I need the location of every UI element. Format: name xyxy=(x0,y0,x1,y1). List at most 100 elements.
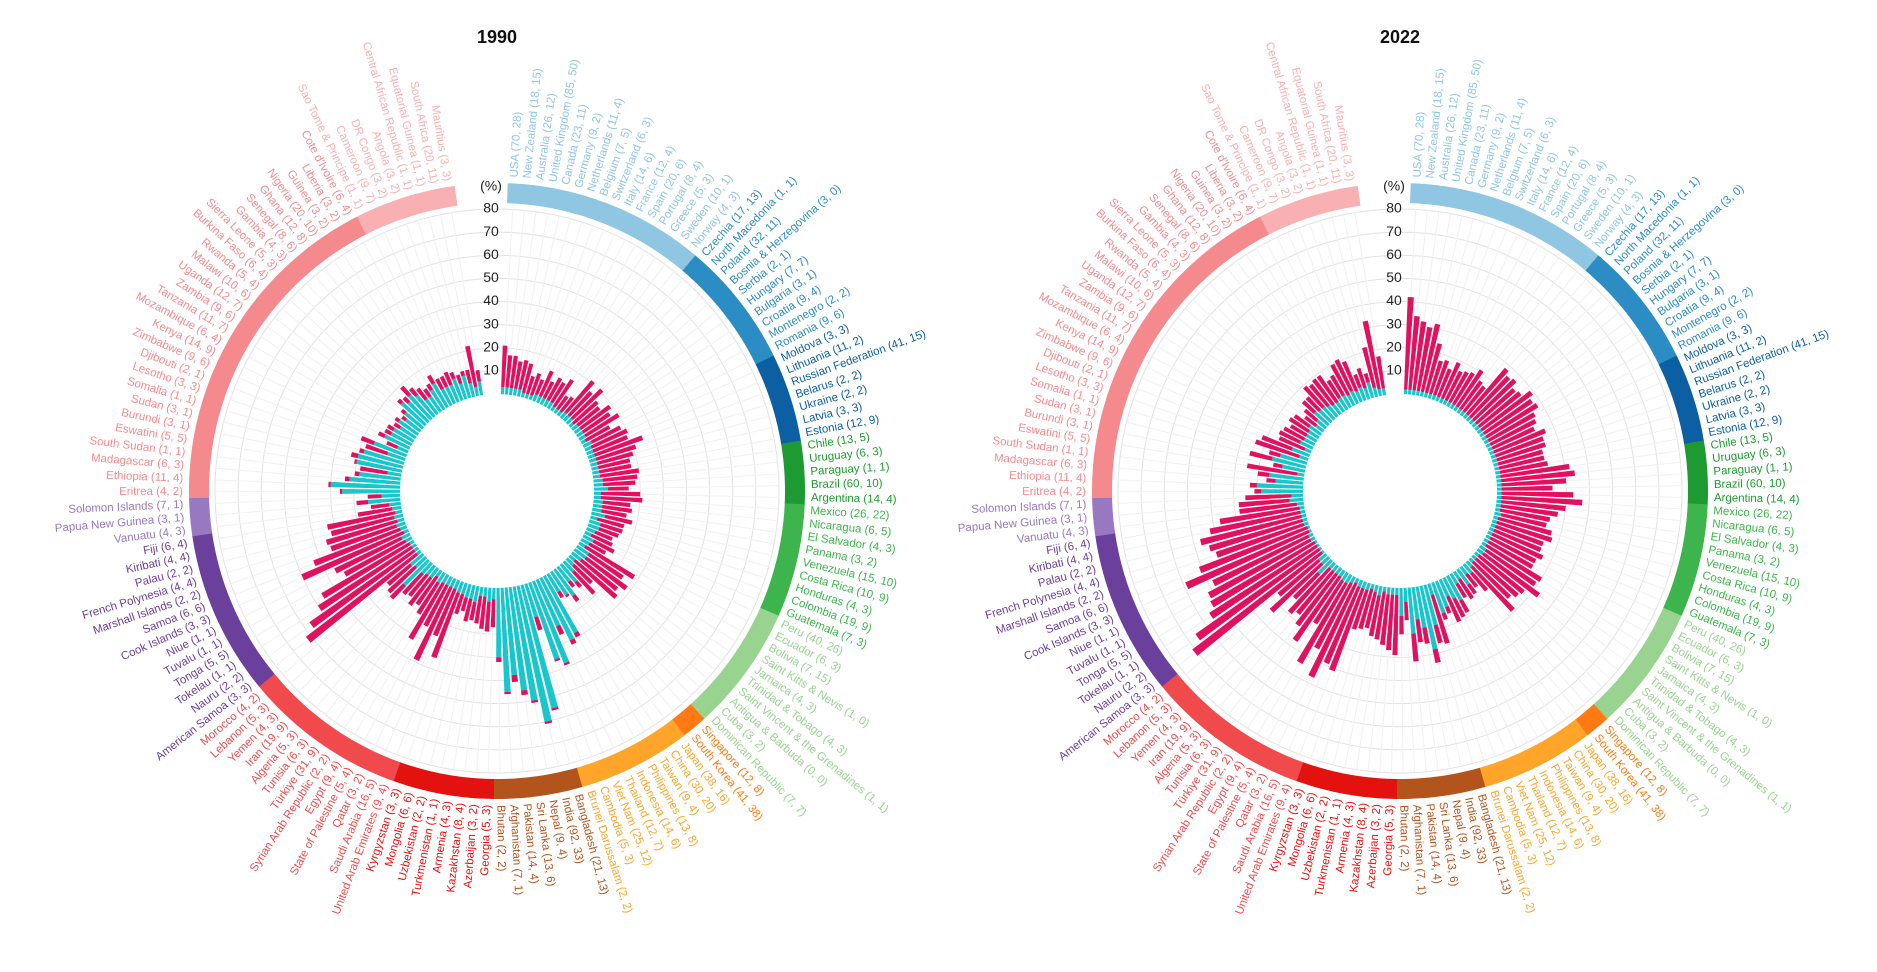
region-ring xyxy=(1095,532,1118,550)
bar-segment xyxy=(504,691,511,695)
bar-segment xyxy=(1496,442,1546,462)
bar-segment xyxy=(399,525,408,531)
bar-segment xyxy=(598,463,632,474)
region-ring xyxy=(1432,775,1448,798)
bar-segment xyxy=(1289,424,1308,437)
bar-segment xyxy=(1381,388,1387,396)
bar-segment xyxy=(1501,485,1553,491)
region-ring xyxy=(1383,778,1398,799)
bar-segment xyxy=(465,369,472,384)
bar-segment xyxy=(1215,522,1305,558)
region-ring xyxy=(1153,296,1177,319)
bar-segment xyxy=(567,390,593,417)
bar-segment xyxy=(1435,396,1440,402)
bar-segment xyxy=(432,587,457,637)
bar-segment xyxy=(584,425,611,443)
region-ring xyxy=(192,433,214,450)
bar-segment xyxy=(1483,537,1489,543)
bar-segment xyxy=(1332,564,1340,572)
bar-segment xyxy=(1459,380,1483,411)
region-ring xyxy=(1525,213,1547,238)
region-ring xyxy=(194,544,217,562)
bar-segment xyxy=(1299,440,1314,450)
bar-segment xyxy=(576,430,584,438)
radial-guide xyxy=(281,308,424,429)
bar-segment xyxy=(449,384,460,403)
bar-segment xyxy=(325,519,398,546)
bar-segment xyxy=(1332,404,1342,416)
bar-segment xyxy=(1434,580,1449,608)
bar-segment xyxy=(1501,495,1583,506)
bar-segment xyxy=(543,399,550,408)
bar-segment xyxy=(328,481,331,488)
category-label: Eritrea (4, 2) xyxy=(1022,486,1086,498)
bar-segment xyxy=(559,411,567,420)
bar-segment xyxy=(553,568,576,597)
region-ring xyxy=(1217,722,1240,747)
region-ring xyxy=(1396,778,1410,799)
region-ring xyxy=(1238,736,1260,761)
bar-segment xyxy=(556,410,563,417)
region-ring xyxy=(663,239,686,264)
region-ring xyxy=(293,251,317,275)
region-ring xyxy=(1444,773,1461,796)
bar-segment xyxy=(1403,587,1408,602)
bar-segment xyxy=(1338,569,1346,577)
bar-segment xyxy=(445,575,453,586)
bar-segment xyxy=(384,434,411,450)
region-ring xyxy=(467,777,483,799)
bar-segment xyxy=(550,381,566,404)
bar-segment xyxy=(1257,471,1270,478)
bar-segment xyxy=(592,470,600,475)
bar-segment xyxy=(544,720,553,725)
region-ring xyxy=(1092,484,1113,499)
bar-segment xyxy=(534,616,543,631)
bar-segment xyxy=(1399,615,1404,635)
bar-segment xyxy=(1481,541,1487,547)
bar-segment xyxy=(1358,588,1374,630)
bar-segment xyxy=(390,432,413,447)
bar-segment xyxy=(584,556,628,591)
bar-segment xyxy=(1500,463,1570,479)
bar-segment xyxy=(1474,425,1480,431)
region-ring xyxy=(1433,185,1450,207)
region-ring xyxy=(203,384,227,404)
bar-segment xyxy=(1209,544,1319,619)
bar-segment xyxy=(1308,430,1320,440)
region-ring xyxy=(1574,711,1598,736)
bar-segment xyxy=(512,388,518,396)
bar-segment xyxy=(389,501,401,507)
radial-guide xyxy=(554,264,666,414)
region-ring xyxy=(1331,187,1349,211)
bar-segment xyxy=(1362,346,1377,389)
bar-segment xyxy=(1303,408,1319,423)
bar-segment xyxy=(349,476,401,485)
y-axis-label: (%) xyxy=(480,178,502,194)
category-label: Solomon Islands (7, 1) xyxy=(68,499,184,516)
region-ring xyxy=(1093,446,1116,462)
bar-segment xyxy=(1452,371,1475,406)
region-ring xyxy=(1259,210,1281,235)
bar-segment xyxy=(1379,594,1390,646)
bar-segment xyxy=(1305,396,1322,413)
bar-segment xyxy=(1496,520,1553,543)
radial-guide xyxy=(1157,346,1317,442)
bar-segment xyxy=(1471,554,1477,560)
region-ring xyxy=(1146,654,1171,677)
bar-segment xyxy=(1484,548,1537,587)
region-ring xyxy=(1479,764,1498,788)
bar-segment xyxy=(557,590,564,599)
region-ring xyxy=(189,471,210,486)
bar-segment xyxy=(1407,587,1416,634)
bar-segment xyxy=(1423,392,1429,398)
region-ring xyxy=(442,774,459,797)
bar-segment xyxy=(584,545,636,580)
region-ring xyxy=(1187,259,1211,283)
bar-segment xyxy=(565,417,573,425)
bar-segment xyxy=(599,468,640,478)
radial-guide xyxy=(525,221,583,399)
bar-segment xyxy=(539,397,546,406)
bar-segment xyxy=(496,587,502,658)
bar-segment xyxy=(1386,587,1391,595)
region-ring xyxy=(200,567,224,587)
